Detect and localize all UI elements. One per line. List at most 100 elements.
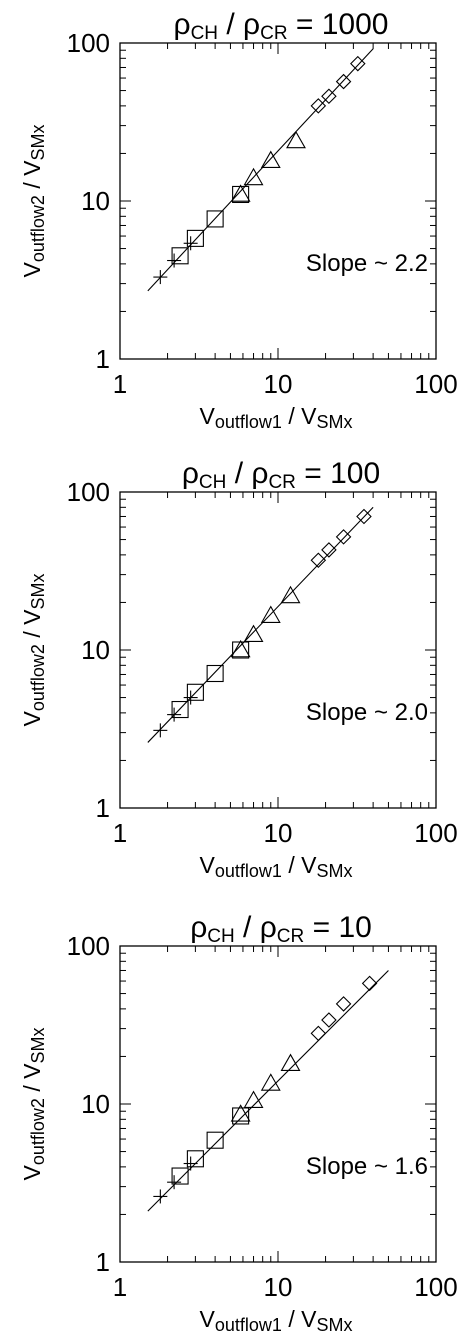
title-rho: ρ xyxy=(182,457,199,490)
ylabel-text: / V xyxy=(19,609,45,644)
xlabel-subscript: outflow1 xyxy=(215,861,282,881)
title-text: = 10 xyxy=(304,911,372,944)
ylabel-text: V xyxy=(19,261,45,277)
xlabel-subscript: outflow1 xyxy=(215,1315,282,1335)
diamond-marker xyxy=(321,542,337,558)
triangle-marker xyxy=(280,1053,301,1071)
plus-marker xyxy=(167,253,182,268)
plot-frame xyxy=(119,491,437,809)
title-subscript: CR xyxy=(260,23,287,44)
triangle-marker xyxy=(260,150,281,168)
diamond-marker xyxy=(310,1025,327,1042)
plus-marker xyxy=(153,1189,168,1204)
triangle-marker xyxy=(243,1090,264,1108)
xlabel-text: / V xyxy=(282,852,317,878)
xlabel-text: / V xyxy=(282,1306,317,1332)
square-marker xyxy=(232,1107,250,1125)
triangle-marker xyxy=(280,585,301,604)
square-marker xyxy=(186,229,204,247)
diamond-marker xyxy=(361,975,378,992)
y-tick-label: 100 xyxy=(67,28,110,58)
diamond-marker xyxy=(356,508,372,525)
triangle-marker xyxy=(230,184,251,202)
plus-marker xyxy=(153,270,168,285)
y-tick-label: 100 xyxy=(67,931,110,961)
x-axis-label: Voutflow1 / VSMx xyxy=(200,852,353,881)
chart-title: ρCH / ρCR = 1000 xyxy=(174,8,389,44)
x-tick-label: 100 xyxy=(414,369,457,399)
xlabel-text: V xyxy=(200,852,216,878)
title-subscript: CH xyxy=(191,23,218,44)
title-text: / ρ xyxy=(235,911,277,944)
y-tick-label: 10 xyxy=(81,186,110,216)
title-subscript: CR xyxy=(277,926,304,947)
slope-annotation: Slope ~ 1.6 xyxy=(306,1153,428,1180)
fit-line xyxy=(147,48,374,292)
ylabel-text: / V xyxy=(19,160,45,195)
diamond-marker xyxy=(310,552,327,569)
title-rho: ρ xyxy=(190,911,207,944)
plus-marker xyxy=(167,1175,182,1190)
square-marker xyxy=(171,700,189,719)
chart-panel-2: 1 10 100 1 10 100 ρCH / ρCR = 100 Voutflow1 / V… xyxy=(19,457,458,881)
x-tick-label: 100 xyxy=(414,818,457,848)
ylabel-text: V xyxy=(19,1164,45,1180)
y-axis-label: Voutflow2 / VSMx xyxy=(19,125,48,278)
x-tick-label: 10 xyxy=(264,1272,293,1302)
y-tick-label: 1 xyxy=(96,793,110,823)
triangle-marker xyxy=(230,1104,251,1122)
triangle-marker xyxy=(230,639,251,658)
y-tick-label: 100 xyxy=(67,477,110,507)
xlabel-subscript: SMx xyxy=(316,861,352,881)
diamond-marker xyxy=(335,996,352,1012)
x-tick-label: 1 xyxy=(113,369,127,399)
chart-title: ρCH / ρCR = 100 xyxy=(182,457,380,493)
xlabel-subscript: outflow1 xyxy=(215,412,282,432)
diamond-marker xyxy=(321,1012,337,1028)
square-marker xyxy=(171,1167,189,1185)
xlabel-subscript: SMx xyxy=(316,1315,352,1335)
title-rho: ρ xyxy=(174,8,191,41)
y-axis-label: Voutflow2 / VSMx xyxy=(19,574,48,727)
chart-panel-1: 1 10 100 1 10 100 ρCH / ρCR = 1000 Voutflow1 / … xyxy=(19,8,458,432)
x-tick-label: 10 xyxy=(264,369,293,399)
title-text: = 100 xyxy=(296,457,380,490)
x-tick-label: 1 xyxy=(113,818,127,848)
y-tick-label: 1 xyxy=(96,344,110,374)
x-axis-label: Voutflow1 / VSMx xyxy=(200,403,353,432)
y-tick-label: 10 xyxy=(81,635,110,665)
slope-annotation: Slope ~ 2.2 xyxy=(306,250,428,277)
ylabel-text: V xyxy=(19,710,45,726)
title-subscript: CR xyxy=(268,472,295,493)
diamond-marker xyxy=(310,98,327,114)
title-subscript: CH xyxy=(207,926,234,947)
square-marker xyxy=(186,683,204,701)
plus-marker xyxy=(183,236,198,251)
x-tick-label: 1 xyxy=(113,1272,127,1302)
triangle-marker xyxy=(243,167,264,186)
plot-frame xyxy=(119,42,437,360)
plus-marker xyxy=(153,723,168,738)
x-tick-label: 100 xyxy=(414,1272,457,1302)
ylabel-subscript: SMx xyxy=(28,125,48,161)
y-axis-label: Voutflow2 / VSMx xyxy=(19,1028,48,1181)
plus-marker xyxy=(167,707,182,722)
plus-marker xyxy=(183,690,198,705)
diamond-marker xyxy=(321,88,337,105)
ylabel-subscript: outflow2 xyxy=(28,195,48,262)
diamond-marker xyxy=(335,73,352,90)
triangle-marker xyxy=(260,605,281,623)
square-marker xyxy=(206,664,224,683)
triangle-marker xyxy=(243,624,264,642)
plot-frame xyxy=(119,945,437,1263)
title-subscript: CH xyxy=(199,472,226,493)
xlabel-text: / V xyxy=(282,403,317,429)
x-axis-label: Voutflow1 / VSMx xyxy=(200,1306,353,1335)
x-tick-label: 10 xyxy=(264,818,293,848)
diamond-marker xyxy=(350,55,366,72)
xlabel-text: V xyxy=(200,1306,216,1332)
square-marker xyxy=(206,210,224,228)
triangle-marker xyxy=(260,1073,281,1091)
triangle-marker xyxy=(286,130,306,149)
